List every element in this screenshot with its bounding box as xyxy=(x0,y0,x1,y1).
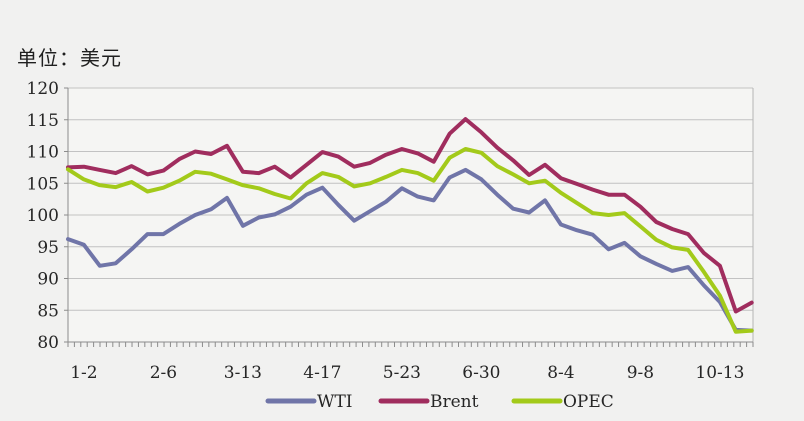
unit-label: 单位：美元 xyxy=(17,46,122,70)
x-axis-tick-label: 5-23 xyxy=(383,363,421,383)
y-axis-tick-label: 120 xyxy=(27,79,59,99)
x-axis-tick-label: 10-13 xyxy=(695,363,744,383)
legend-label-wti: WTI xyxy=(317,392,353,412)
x-axis-tick-label: 1-2 xyxy=(70,363,97,383)
x-axis-tick-label: 9-8 xyxy=(627,363,654,383)
y-axis-tick-label: 85 xyxy=(37,301,59,321)
brent-line xyxy=(66,117,754,314)
y-axis-tick-label: 90 xyxy=(37,270,59,290)
legend-label-brent: Brent xyxy=(430,392,479,412)
y-axis-tick-label: 105 xyxy=(27,174,59,194)
x-axis-tick-label: 3-13 xyxy=(224,363,262,383)
legend-label-opec: OPEC xyxy=(563,392,614,412)
x-axis-tick-label: 2-6 xyxy=(150,363,177,383)
y-axis-tick-label: 95 xyxy=(37,238,59,258)
wti-line xyxy=(66,167,754,333)
x-axis-tick-label: 8-4 xyxy=(547,363,574,383)
x-axis-tick-label: 6-30 xyxy=(462,363,500,383)
y-axis-tick-label: 110 xyxy=(27,143,59,163)
y-axis-tick-label: 100 xyxy=(27,206,59,226)
opec-line xyxy=(66,147,754,334)
y-axis-tick-label: 80 xyxy=(37,333,59,353)
x-axis-tick-label: 4-17 xyxy=(303,363,341,383)
y-axis-tick-label: 115 xyxy=(27,111,59,131)
